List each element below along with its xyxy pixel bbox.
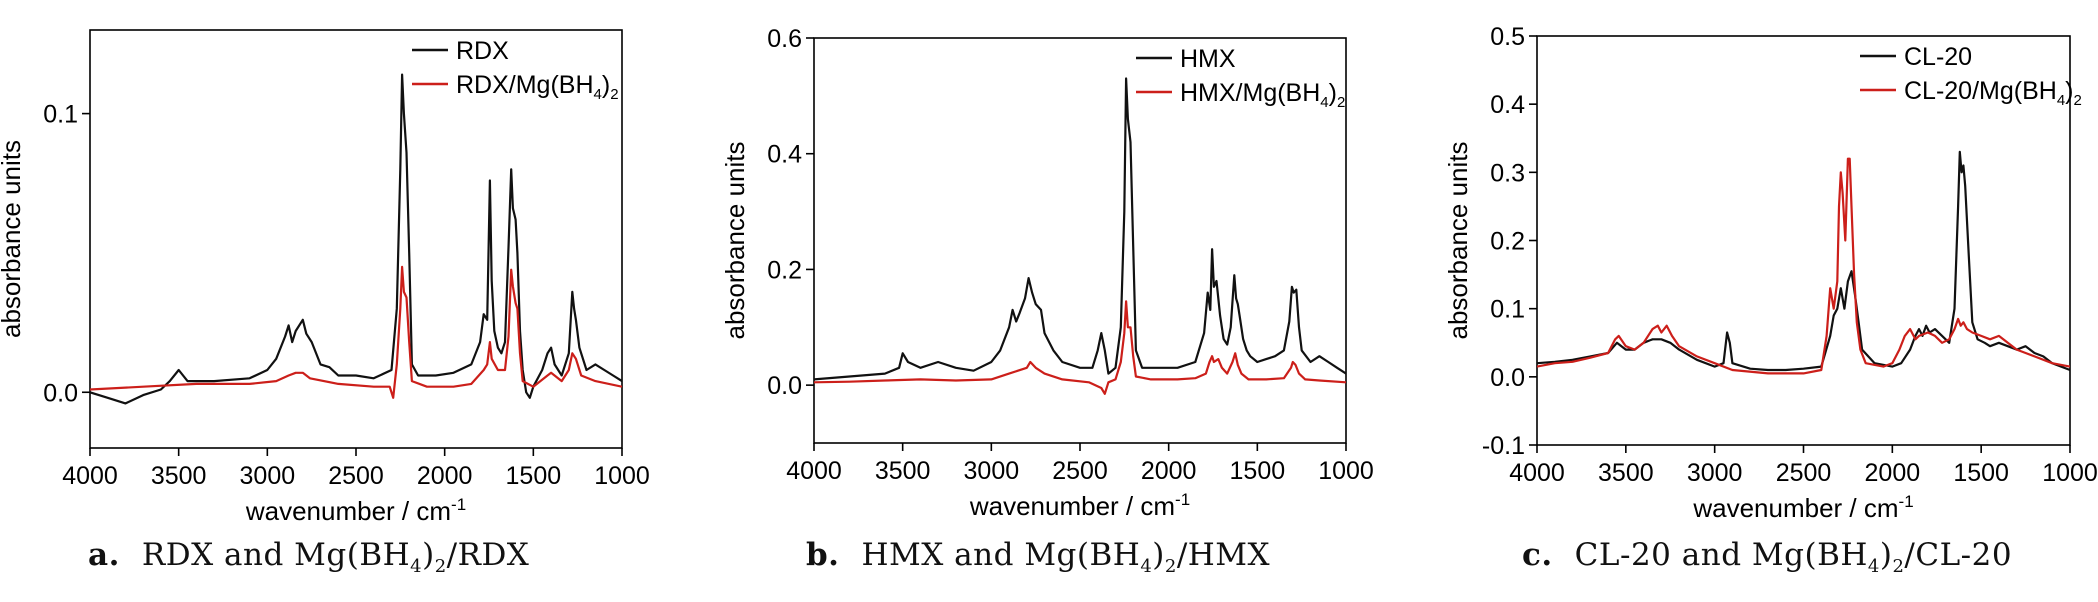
y-tick-label: 0.2	[767, 256, 802, 284]
caption-text: HMX and Mg(BH	[861, 537, 1141, 573]
x-tick-label: 2000	[1865, 459, 1921, 487]
caption-letter: b.	[806, 537, 840, 573]
x-tick-label: 1500	[506, 462, 562, 490]
x-tick-label: 3500	[875, 457, 931, 485]
y-tick-label: 0.3	[1490, 159, 1525, 187]
x-tick-label: 2000	[1141, 457, 1197, 485]
caption-text: )	[422, 537, 435, 573]
x-tick-label: 3000	[240, 462, 296, 490]
x-tick-label: 1500	[1230, 457, 1286, 485]
caption-text: )	[1152, 537, 1165, 573]
caption-text: /CL-20	[1904, 537, 2013, 573]
caption-subscript: 2	[1164, 556, 1177, 578]
legend-entry: CL-20	[1904, 43, 1972, 71]
y-axis-label: absorbance units	[1443, 141, 1473, 339]
y-tick-label: 0.0	[1490, 364, 1525, 392]
series-line-pure	[90, 73, 622, 405]
x-tick-label: 3000	[964, 457, 1020, 485]
y-tick-label: 0.0	[767, 372, 802, 400]
x-tick-label: 2000	[417, 462, 473, 490]
y-tick-label: 0.4	[767, 141, 802, 169]
chart-caption: b. HMX and Mg(BH4)2/HMX	[806, 537, 1270, 577]
legend-entry: CL-20/Mg(BH4)2	[1904, 77, 2082, 109]
y-tick-label: 0.1	[1490, 296, 1525, 324]
caption-text: /RDX	[446, 537, 530, 573]
chart-caption: a. RDX and Mg(BH4)2/RDX	[88, 537, 529, 577]
x-axis-label: wavenumber / cm-1	[1692, 492, 1913, 523]
x-axis-label: wavenumber / cm-1	[245, 495, 466, 526]
y-axis-label: absorbance units	[720, 141, 750, 339]
x-tick-label: 3500	[151, 462, 207, 490]
caption-subscript: 2	[434, 556, 447, 578]
caption-subscript: 2	[1892, 556, 1905, 578]
chart-panel-cl20: 4000 3500 3000 2500 2000 1500 1000 -0.1 0.0 0.1 0.…	[1430, 0, 2098, 602]
series-line-pure	[814, 77, 1346, 381]
chart-panel-hmx: 4000 3500 3000 2500 2000 1500 1000 0.0 0.2 0.4 0.6…	[720, 0, 1400, 602]
caption-text: /HMX	[1176, 537, 1271, 573]
caption-letter: a.	[88, 537, 120, 573]
x-tick-label: 4000	[62, 462, 118, 490]
chart-panel-rdx: 4000 3500 3000 2500 2000 1500 1000 0.0 0.1 wavenu…	[0, 0, 680, 602]
y-tick-label: 0.5	[1490, 23, 1525, 51]
x-tick-label: 1500	[1953, 459, 2009, 487]
y-tick-label: 0.6	[767, 25, 802, 53]
caption-text: )	[1879, 537, 1893, 573]
caption-subscript: 4	[410, 556, 423, 578]
legend-entry: RDX	[456, 37, 509, 65]
caption-letter: c.	[1522, 537, 1553, 573]
x-tick-label: 3000	[1687, 459, 1743, 487]
legend-entry: RDX/Mg(BH4)2	[456, 71, 619, 103]
x-tick-label: 2500	[1776, 459, 1832, 487]
legend-entry: HMX/Mg(BH4)2	[1180, 79, 1345, 111]
x-tick-label: 2500	[328, 462, 384, 490]
chart-svg: 4000 3500 3000 2500 2000 1500 1000 0.0 0.1 wavenu…	[0, 29, 650, 526]
y-tick-label: 0.0	[43, 379, 78, 407]
x-tick-label: 1000	[594, 462, 650, 490]
caption-subscript: 4	[1867, 556, 1880, 578]
series-line-mgbh4-mix	[1537, 157, 2070, 375]
legend-entry: HMX	[1180, 45, 1236, 73]
x-tick-label: 1000	[1318, 457, 1374, 485]
y-tick-label: 0.1	[43, 101, 78, 129]
y-axis-label: absorbance units	[0, 140, 26, 338]
x-tick-label: 4000	[786, 457, 842, 485]
caption-text: CL-20 and Mg(BH	[1574, 537, 1868, 573]
series-line-mgbh4-mix	[90, 265, 622, 399]
y-tick-label: -0.1	[1482, 432, 1525, 460]
x-tick-label: 1000	[2042, 459, 2098, 487]
series-line-mgbh4-mix	[814, 300, 1346, 395]
chart-caption: c. CL-20 and Mg(BH4)2/CL-20	[1522, 537, 2012, 577]
x-tick-label: 4000	[1509, 459, 1565, 487]
y-tick-label: 0.4	[1490, 91, 1525, 119]
chart-svg: 4000 3500 3000 2500 2000 1500 1000 -0.1 0.0 0.1 0.…	[1443, 23, 2098, 523]
x-axis-label: wavenumber / cm-1	[969, 490, 1190, 521]
chart-svg: 4000 3500 3000 2500 2000 1500 1000 0.0 0.2 0.4 0.6…	[720, 25, 1374, 521]
x-tick-label: 3500	[1598, 459, 1654, 487]
caption-subscript: 4	[1140, 556, 1153, 578]
x-tick-label: 2500	[1052, 457, 1108, 485]
y-tick-label: 0.2	[1490, 228, 1525, 256]
caption-text: RDX and Mg(BH	[141, 537, 411, 573]
series-line-pure	[1537, 150, 2070, 372]
